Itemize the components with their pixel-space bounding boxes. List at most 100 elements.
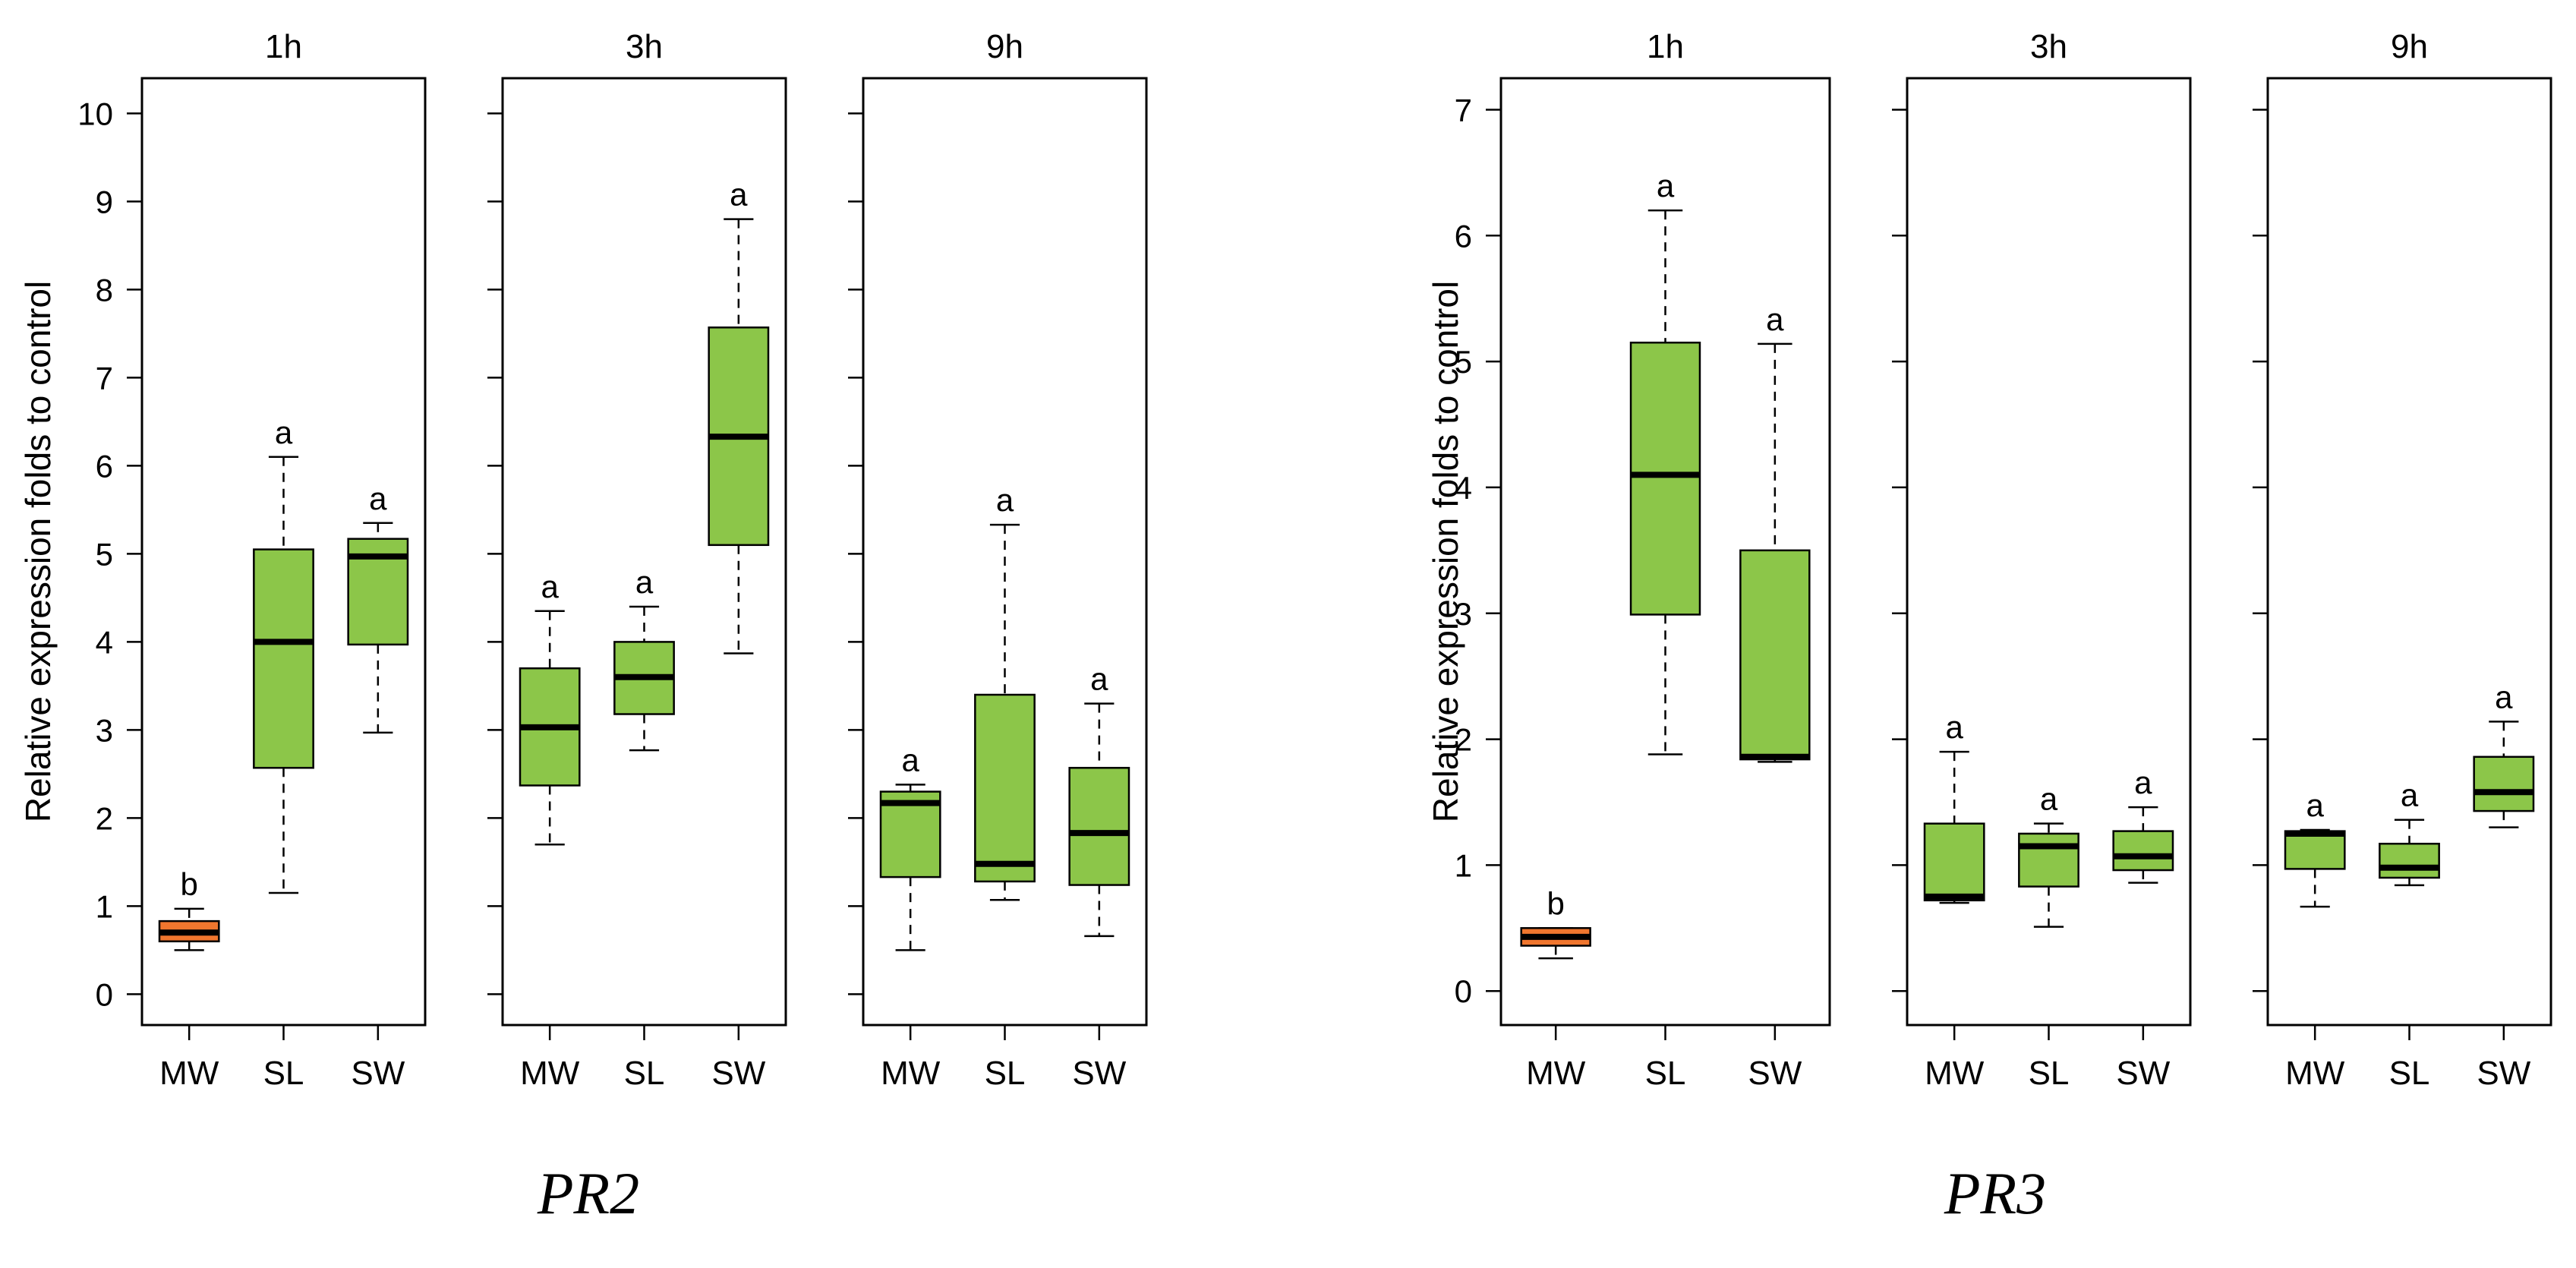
panel-title: 1h (265, 28, 302, 65)
significance-letter: a (1766, 301, 1784, 337)
significance-letter: a (996, 482, 1014, 518)
iqr-box (1629, 341, 1701, 616)
significance-letter: a (2401, 778, 2419, 813)
y-tick-label: 1 (1455, 847, 1472, 883)
iqr-box (974, 693, 1036, 883)
y-tick-label: 6 (96, 448, 113, 484)
box-mw: a MW (879, 742, 941, 1092)
y-tick-label: 2 (96, 800, 113, 836)
x-tick-label: SL (263, 1055, 304, 1092)
chart-pr2: Relative expression folds to control PR2 1… (18, 28, 1148, 1226)
x-tick-label: SW (2116, 1055, 2170, 1092)
y-tick-label: 6 (1455, 218, 1472, 254)
panel-frame (1906, 77, 2192, 1027)
iqr-box (2379, 842, 2440, 879)
box-mw: a MW (519, 569, 581, 1092)
significance-letter: a (635, 564, 654, 600)
panel-1h: 1h 0 1 2 3 4 5 6 7 b MW a SL a SW (1455, 28, 1831, 1092)
panel-frame (2266, 77, 2552, 1027)
y-tick-label: 5 (1455, 344, 1472, 380)
significance-letter: a (730, 177, 748, 213)
significance-letter: a (2495, 679, 2513, 714)
x-tick-label: SL (985, 1055, 1026, 1092)
x-tick-label: SW (1072, 1055, 1126, 1092)
y-tick-label: 1 (96, 888, 113, 924)
significance-letter: a (2040, 781, 2058, 817)
panel-title: 3h (626, 28, 663, 65)
panel-frame (140, 77, 427, 1027)
box-mw: a MW (1923, 709, 1985, 1092)
y-tick-label: 0 (1455, 973, 1472, 1009)
iqr-box (1739, 549, 1811, 761)
box-sl: a SL (974, 482, 1036, 1092)
y-tick-label: 3 (1455, 596, 1472, 632)
significance-letter: a (275, 415, 293, 450)
significance-letter: a (2134, 765, 2152, 800)
box-sw: a SW (708, 177, 770, 1092)
box-sw: a SW (2473, 679, 2535, 1092)
significance-letter: a (2306, 787, 2324, 823)
panel-title: 1h (1647, 28, 1684, 65)
gene-label: PR2 (537, 1160, 639, 1226)
box-sl: a SL (2379, 778, 2440, 1092)
y-tick-label: 0 (96, 976, 113, 1012)
iqr-box (2112, 830, 2174, 872)
box-mw: b MW (1520, 885, 1591, 1092)
x-tick-label: MW (881, 1055, 941, 1092)
panel-9h: 9h a MW a SL a SW (2253, 28, 2552, 1092)
x-tick-label: MW (159, 1055, 219, 1092)
box-sl: a SL (613, 564, 675, 1092)
y-tick-label: 10 (77, 96, 113, 131)
x-tick-label: SW (711, 1055, 765, 1092)
x-tick-label: MW (2285, 1055, 2345, 1092)
panel-3h: 3h a MW a SL a SW (1892, 28, 2192, 1092)
panel-3h: 3h a MW a SL a SW (487, 28, 787, 1092)
box-sl: a SL (1629, 168, 1701, 1092)
box-sl: a SL (2018, 781, 2079, 1092)
x-tick-label: SL (2029, 1055, 2070, 1092)
x-tick-label: SW (351, 1055, 405, 1092)
x-tick-label: SW (1748, 1055, 1802, 1092)
iqr-box (253, 548, 314, 769)
box-mw: b MW (158, 866, 220, 1092)
box-sw: a SW (1068, 661, 1130, 1092)
significance-letter: b (180, 866, 197, 902)
panel-title: 9h (986, 28, 1023, 65)
gene-label: PR3 (1944, 1160, 2046, 1226)
significance-letter: a (1090, 661, 1108, 697)
x-tick-label: MW (1925, 1055, 1985, 1092)
iqr-box (2284, 830, 2346, 870)
y-tick-label: 9 (96, 184, 113, 219)
y-tick-label: 3 (96, 712, 113, 748)
x-tick-label: SL (624, 1055, 665, 1092)
box-sw: a SW (1739, 301, 1811, 1092)
significance-letter: a (1657, 168, 1675, 203)
significance-letter: a (1945, 709, 1963, 745)
chart-pr3: Relative expression folds to control PR3 1… (1426, 28, 2552, 1226)
y-axis-label: Relative expression folds to control (1426, 281, 1465, 822)
panel-frame (1499, 77, 1831, 1027)
panel-title: 3h (2030, 28, 2067, 65)
y-tick-label: 5 (96, 536, 113, 572)
panel-title: 9h (2391, 28, 2428, 65)
panel-frame (862, 77, 1148, 1027)
iqr-box (2473, 755, 2535, 812)
y-tick-label: 4 (96, 624, 113, 660)
iqr-box (1923, 822, 1985, 902)
iqr-box (1068, 767, 1130, 886)
box-sw: a SW (2112, 765, 2174, 1092)
y-tick-label: 4 (1455, 470, 1472, 506)
significance-letter: a (369, 481, 387, 516)
significance-letter: a (541, 569, 559, 604)
panel-1h: 1h 0 1 2 3 4 5 6 7 8 9 10 b MW a SL a SW (77, 28, 427, 1092)
box-sw: a SW (347, 481, 409, 1092)
y-tick-label: 8 (96, 272, 113, 308)
box-sl: a SL (253, 415, 314, 1092)
significance-letter: a (901, 742, 919, 778)
x-tick-label: SW (2477, 1055, 2530, 1092)
y-axis-label: Relative expression folds to control (18, 281, 58, 822)
y-tick-label: 2 (1455, 722, 1472, 758)
y-tick-label: 7 (96, 360, 113, 396)
